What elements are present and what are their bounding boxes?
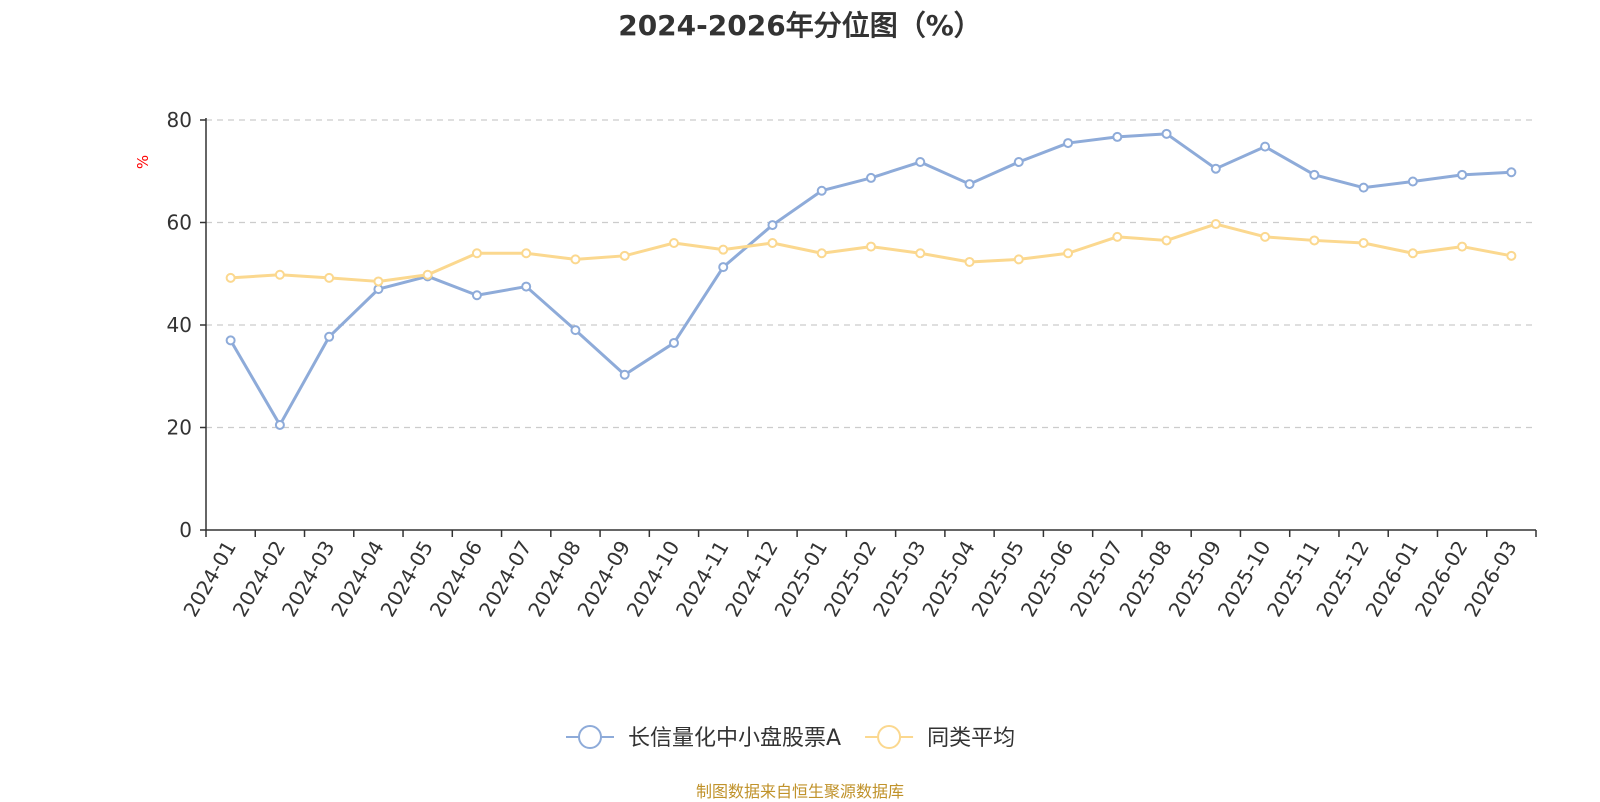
data-point xyxy=(324,272,335,283)
data-point xyxy=(866,241,876,252)
data-point xyxy=(225,272,236,283)
data-point xyxy=(570,325,581,336)
data-point xyxy=(767,220,778,231)
data-point xyxy=(1260,141,1271,152)
data-point xyxy=(225,335,236,346)
data-point xyxy=(964,179,975,190)
data-point xyxy=(1260,231,1271,242)
data-point xyxy=(1309,235,1320,246)
data-point xyxy=(718,262,729,273)
data-point xyxy=(471,248,482,259)
data-point xyxy=(718,244,729,255)
data-point xyxy=(767,238,778,248)
y-tick-label: 80 xyxy=(167,108,192,132)
data-point xyxy=(915,248,926,259)
legend-marker xyxy=(578,725,602,749)
y-tick-label: 20 xyxy=(167,416,192,440)
data-point xyxy=(1161,235,1172,246)
data-point xyxy=(619,250,630,261)
data-point xyxy=(274,269,285,280)
data-point xyxy=(1063,138,1074,149)
y-tick-label: 0 xyxy=(179,518,192,542)
y-tick-label: 40 xyxy=(167,313,192,337)
legend[interactable]: 长信量化中小盘股票A 同类平均 xyxy=(566,725,1015,751)
data-point xyxy=(668,238,679,248)
data-point xyxy=(866,172,876,183)
data-point xyxy=(274,419,285,430)
data-point xyxy=(1013,157,1024,168)
legend-marker xyxy=(877,725,902,749)
axes: 020406080%2024-012024-022024-032024-0420… xyxy=(134,108,1537,621)
data-point xyxy=(521,248,532,259)
data-point xyxy=(1457,169,1468,180)
data-point xyxy=(1161,128,1172,139)
legend-label: 同类平均 xyxy=(927,726,1015,751)
data-point xyxy=(619,369,630,380)
data-point xyxy=(1063,248,1074,259)
data-point xyxy=(422,269,433,280)
series-line xyxy=(230,222,1512,283)
data-point xyxy=(816,185,827,196)
data-point xyxy=(964,256,975,267)
data-point xyxy=(915,157,926,168)
data-point xyxy=(324,331,335,342)
data-point xyxy=(1112,131,1123,142)
data-point xyxy=(471,290,482,301)
data-point xyxy=(1358,238,1369,248)
data-point xyxy=(373,276,384,287)
data-point xyxy=(1506,250,1517,261)
source-note: 制图数据来自恒生聚源数据库 xyxy=(695,782,904,801)
data-point xyxy=(1358,182,1369,193)
y-tick-label: 60 xyxy=(167,211,192,235)
y-axis-unit-label: % xyxy=(134,155,152,169)
series-lines xyxy=(225,128,1517,430)
chart-title: 2024-2026年分位图（%） xyxy=(618,9,982,42)
data-point xyxy=(1506,167,1517,178)
data-point xyxy=(1210,163,1221,174)
data-point xyxy=(1112,231,1123,242)
data-point xyxy=(1309,169,1320,180)
data-point xyxy=(816,248,827,259)
data-point xyxy=(1457,241,1468,252)
data-point xyxy=(570,254,581,265)
data-point xyxy=(1407,176,1418,187)
data-point xyxy=(521,281,532,292)
legend-label: 长信量化中小盘股票A xyxy=(628,726,841,751)
grid-lines xyxy=(206,119,1536,429)
data-point xyxy=(1013,254,1024,265)
data-point xyxy=(668,337,679,348)
data-point xyxy=(1407,248,1418,259)
data-point xyxy=(1210,219,1221,230)
